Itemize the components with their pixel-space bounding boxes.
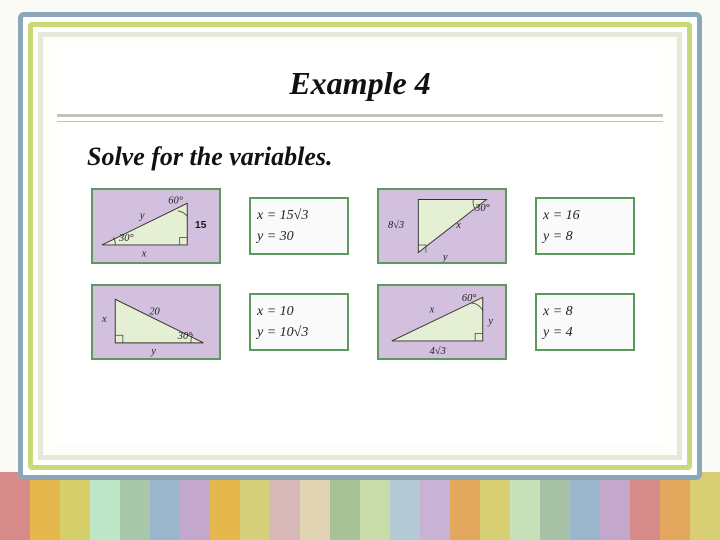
tri1-label-a2: 60° — [168, 195, 183, 206]
slide-subtitle: Solve for the variables. — [57, 122, 663, 186]
triangle-1: y 60° 15 30° x — [91, 188, 221, 264]
stripe — [630, 472, 660, 540]
stripe — [510, 472, 540, 540]
ans1-x: x = 15√3 — [257, 205, 341, 226]
stripe — [210, 472, 240, 540]
tri4-label-y: y — [487, 316, 493, 327]
stripe — [330, 472, 360, 540]
tri3-label-hyp: 20 — [149, 306, 160, 317]
tri2-label-y: y — [442, 252, 448, 262]
title-rule-1 — [57, 114, 663, 117]
slide-frame-mid: Example 4 Solve for the variables. y 60 — [28, 22, 692, 470]
problems-grid: y 60° 15 30° x x = 15√3 y = 30 — [57, 186, 663, 362]
stripe — [600, 472, 630, 540]
slide-title: Example 4 — [57, 47, 663, 112]
ans4-y: y = 4 — [543, 322, 627, 343]
stripe — [420, 472, 450, 540]
stripe — [690, 472, 720, 540]
ans2-x: x = 16 — [543, 205, 627, 226]
decorative-stripes — [0, 472, 720, 540]
answer-1: x = 15√3 y = 30 — [249, 197, 349, 255]
tri3-label-a1: 30° — [177, 331, 193, 342]
tri2-label-a1: 30° — [474, 203, 490, 214]
answer-2: x = 16 y = 8 — [535, 197, 635, 255]
stripe — [360, 472, 390, 540]
ans3-y: y = 10√3 — [257, 322, 341, 343]
slide-frame-inner: Example 4 Solve for the variables. y 60 — [38, 32, 682, 460]
ans2-y: y = 8 — [543, 226, 627, 247]
stripe — [300, 472, 330, 540]
stripe — [150, 472, 180, 540]
stripe — [570, 472, 600, 540]
tri4-label-a1: 60° — [462, 293, 477, 304]
tri2-label-hyp: 8√3 — [388, 219, 404, 231]
stripe — [660, 472, 690, 540]
tri1-label-y: y — [139, 210, 145, 221]
ans4-x: x = 8 — [543, 301, 627, 322]
ans1-y: y = 30 — [257, 226, 341, 247]
stripe — [120, 472, 150, 540]
slide-frame-outer: Example 4 Solve for the variables. y 60 — [18, 12, 702, 480]
stripe — [180, 472, 210, 540]
tri2-label-x: x — [455, 220, 461, 231]
slide-content: Example 4 Solve for the variables. y 60 — [57, 47, 663, 445]
triangle-3: x 20 30° y — [91, 284, 221, 360]
stripe — [540, 472, 570, 540]
stripe — [450, 472, 480, 540]
tri1-label-x: x — [141, 248, 147, 259]
triangle-2: 8√3 x 30° y — [377, 188, 507, 264]
stripe — [480, 472, 510, 540]
answer-3: x = 10 y = 10√3 — [249, 293, 349, 351]
stripe — [0, 472, 30, 540]
tri1-label-hyp: 15 — [195, 220, 207, 231]
stripe — [390, 472, 420, 540]
tri4-label-x: x — [429, 305, 435, 316]
stripe — [240, 472, 270, 540]
triangle-4: x 60° y 4√3 — [377, 284, 507, 360]
ans3-x: x = 10 — [257, 301, 341, 322]
tri1-label-a1: 30° — [118, 233, 134, 244]
tri3-label-y: y — [150, 346, 156, 357]
tri3-label-x: x — [101, 314, 107, 325]
stripe — [30, 472, 60, 540]
tri4-label-base: 4√3 — [430, 345, 446, 357]
stripe — [60, 472, 90, 540]
stripe — [270, 472, 300, 540]
stripe — [90, 472, 120, 540]
answer-4: x = 8 y = 4 — [535, 293, 635, 351]
